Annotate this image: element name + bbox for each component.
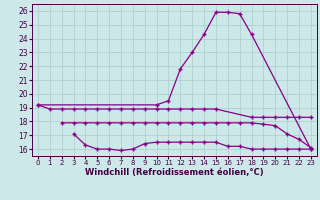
X-axis label: Windchill (Refroidissement éolien,°C): Windchill (Refroidissement éolien,°C): [85, 168, 264, 177]
